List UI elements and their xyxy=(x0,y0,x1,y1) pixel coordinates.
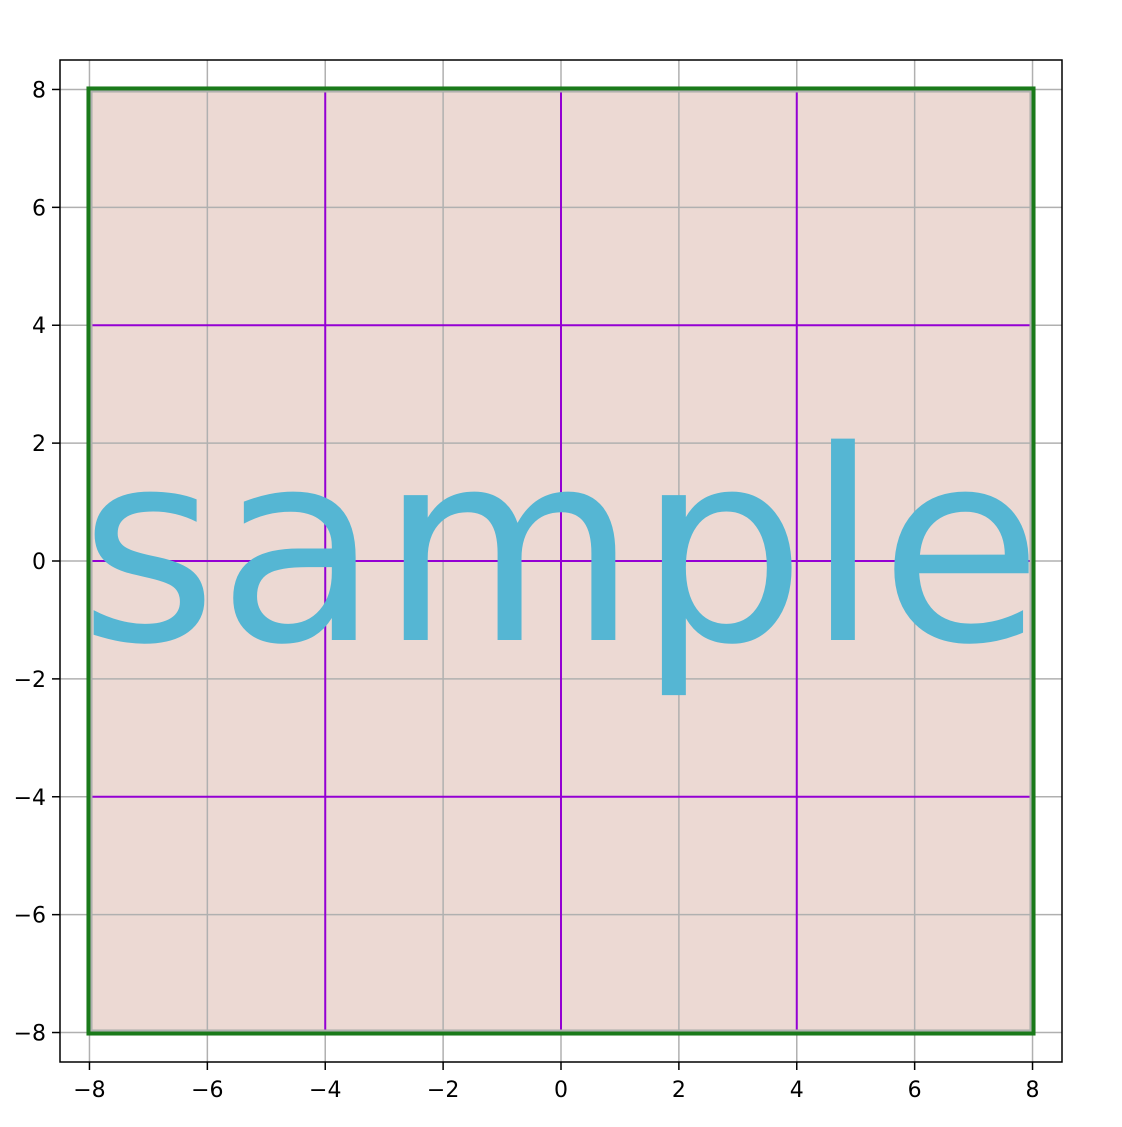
x-tick-label: 4 xyxy=(790,1078,804,1103)
x-tick-label: 8 xyxy=(1026,1078,1040,1103)
x-tick-label: −8 xyxy=(73,1078,105,1103)
y-ticks: −8 −6 −4 −2 0 2 4 6 8 xyxy=(14,78,60,1047)
x-tick-label: 0 xyxy=(554,1078,568,1103)
x-tick-label: −4 xyxy=(309,1078,341,1103)
x-tick-label: −2 xyxy=(427,1078,459,1103)
highlight-layer xyxy=(89,89,1033,1033)
sample-annotation: sample xyxy=(79,395,1042,703)
y-tick-label: −8 xyxy=(14,1022,46,1047)
y-tick-label: 2 xyxy=(32,432,46,457)
edge-layer xyxy=(86,86,1036,1036)
y-tick-label: 8 xyxy=(32,78,46,103)
y-tick-label: 6 xyxy=(32,196,46,221)
y-tick-label: 4 xyxy=(32,314,46,339)
x-tick-label: 2 xyxy=(672,1078,686,1103)
annotation-layer: sample xyxy=(79,395,1042,703)
square-edge-inner xyxy=(90,90,1032,1032)
x-ticks: −8 −6 −4 −2 0 2 4 6 8 xyxy=(73,1062,1040,1103)
x-tick-label: −6 xyxy=(191,1078,223,1103)
y-tick-label: −2 xyxy=(14,668,46,693)
y-tick-label: −6 xyxy=(14,904,46,929)
square-edge-outer xyxy=(86,86,1036,1036)
x-tick-label: 6 xyxy=(908,1078,922,1103)
y-tick-label: −4 xyxy=(14,786,46,811)
y-tick-label: 0 xyxy=(32,550,46,575)
